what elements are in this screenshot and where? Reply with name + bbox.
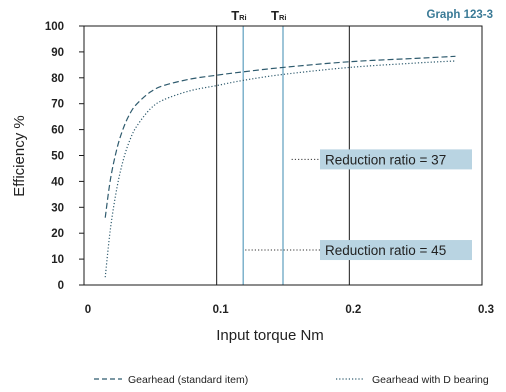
- legend-label-standard: Gearhead (standard item): [128, 374, 248, 386]
- legend: Gearhead (standard item) Gearhead with D…: [94, 374, 489, 386]
- annotation-label: Reduction ratio = 37: [325, 152, 446, 167]
- x-axis-label: Input torque Nm: [216, 327, 324, 344]
- y-tick-label: 100: [45, 21, 64, 33]
- reference-line-label: TRi: [231, 8, 246, 23]
- annotations: Reduction ratio = 37 Reduction ratio = 45: [245, 149, 472, 261]
- y-tick-label: 10: [51, 254, 64, 266]
- annotation-box: [320, 149, 472, 170]
- y-tick-label: 60: [51, 125, 64, 137]
- y-tick-labels: 0 10 20 30 40 50 60 70 80 90 100: [45, 21, 64, 292]
- x-tick-label: 0.3: [478, 304, 494, 316]
- annotation-box: [320, 240, 472, 261]
- x-tick-label: 0: [85, 304, 91, 316]
- x-tick-label: 0.1: [213, 304, 230, 316]
- y-tick-label: 70: [51, 99, 64, 111]
- plot-frame: [83, 25, 483, 286]
- x-tick-labels: 0 0.1 0.2 0.3: [85, 304, 494, 316]
- graph-id-label: Graph 123-3: [427, 9, 493, 21]
- x-tick-label: 0.2: [345, 304, 361, 316]
- legend-label-d-bearing: Gearhead with D bearing: [372, 374, 489, 386]
- series-line-standard: [104, 55, 456, 218]
- y-tick-label: 80: [51, 73, 64, 85]
- annotation-label: Reduction ratio = 45: [325, 243, 446, 258]
- y-tick-label: 20: [51, 228, 64, 240]
- y-tick-label: 0: [58, 280, 64, 292]
- y-tick-label: 30: [51, 202, 64, 214]
- reference-lines: [242, 26, 284, 285]
- reference-line-labels: TRi TRi: [231, 8, 286, 23]
- y-tick-label: 90: [51, 47, 64, 59]
- series-curves: [104, 55, 456, 278]
- reference-line-label: TRi: [271, 8, 286, 23]
- y-tick-label: 50: [51, 151, 64, 163]
- y-tick-label: 40: [51, 176, 64, 188]
- y-axis-label: Efficiency %: [11, 115, 28, 196]
